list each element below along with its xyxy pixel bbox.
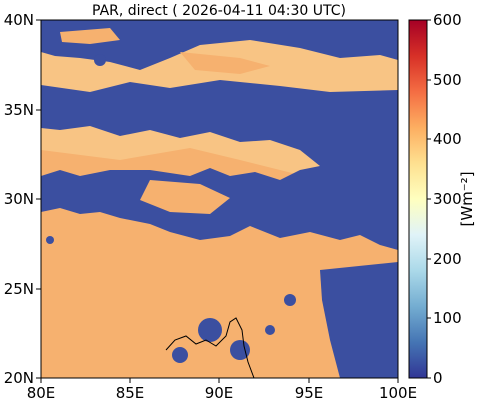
clear-patch-north-central (180, 52, 270, 74)
cloud-speck (46, 236, 54, 244)
colorbar-label: [Wm⁻²] (458, 171, 476, 226)
x-axis: 80E 85E 90E 95E 100E (27, 378, 417, 402)
colorbar-tick-label: 600 (433, 11, 462, 29)
colorbar: 600 500 400 300 200 100 0 [Wm⁻²] (408, 11, 476, 387)
y-tick-label: 20N (4, 369, 34, 387)
y-tick-label: 40N (4, 11, 34, 29)
colorbar-tick-label: 500 (433, 71, 462, 89)
colorbar-tick-label: 300 (433, 190, 462, 208)
colorbar-gradient (408, 19, 428, 379)
colorbar-tick-label: 200 (433, 250, 462, 268)
colorbar-tick-label: 400 (433, 130, 462, 148)
x-tick-label: 95E (295, 384, 324, 402)
clear-patch-central (140, 180, 230, 214)
map-field (41, 20, 398, 378)
y-tick-label: 25N (4, 280, 34, 298)
colorbar-tick-label: 0 (433, 369, 443, 387)
cloud-speck (284, 294, 296, 306)
y-tick-label: 30N (4, 190, 34, 208)
cloud-speck (198, 318, 222, 342)
y-axis: 40N 35N 30N 25N 20N (4, 11, 41, 387)
y-tick-label: 35N (4, 101, 34, 119)
cloud-cluster-east (320, 262, 398, 378)
x-tick-label: 90E (205, 384, 234, 402)
cloud-speck (94, 54, 106, 66)
cloud-band-north (41, 20, 398, 70)
cloud-speck (230, 340, 250, 360)
x-tick-label: 80E (27, 384, 56, 402)
clear-patch-north (60, 28, 120, 44)
cloud-speck (265, 325, 275, 335)
coastline (165, 317, 255, 378)
x-tick-label: 85E (116, 384, 145, 402)
cloud-band-central (41, 80, 398, 250)
cloud-speck (172, 347, 188, 363)
x-tick-label: 100E (379, 384, 417, 402)
plot-title: PAR, direct ( 2026-04-11 04:30 UTC) (92, 3, 346, 19)
colorbar-tick-label: 100 (433, 309, 462, 327)
